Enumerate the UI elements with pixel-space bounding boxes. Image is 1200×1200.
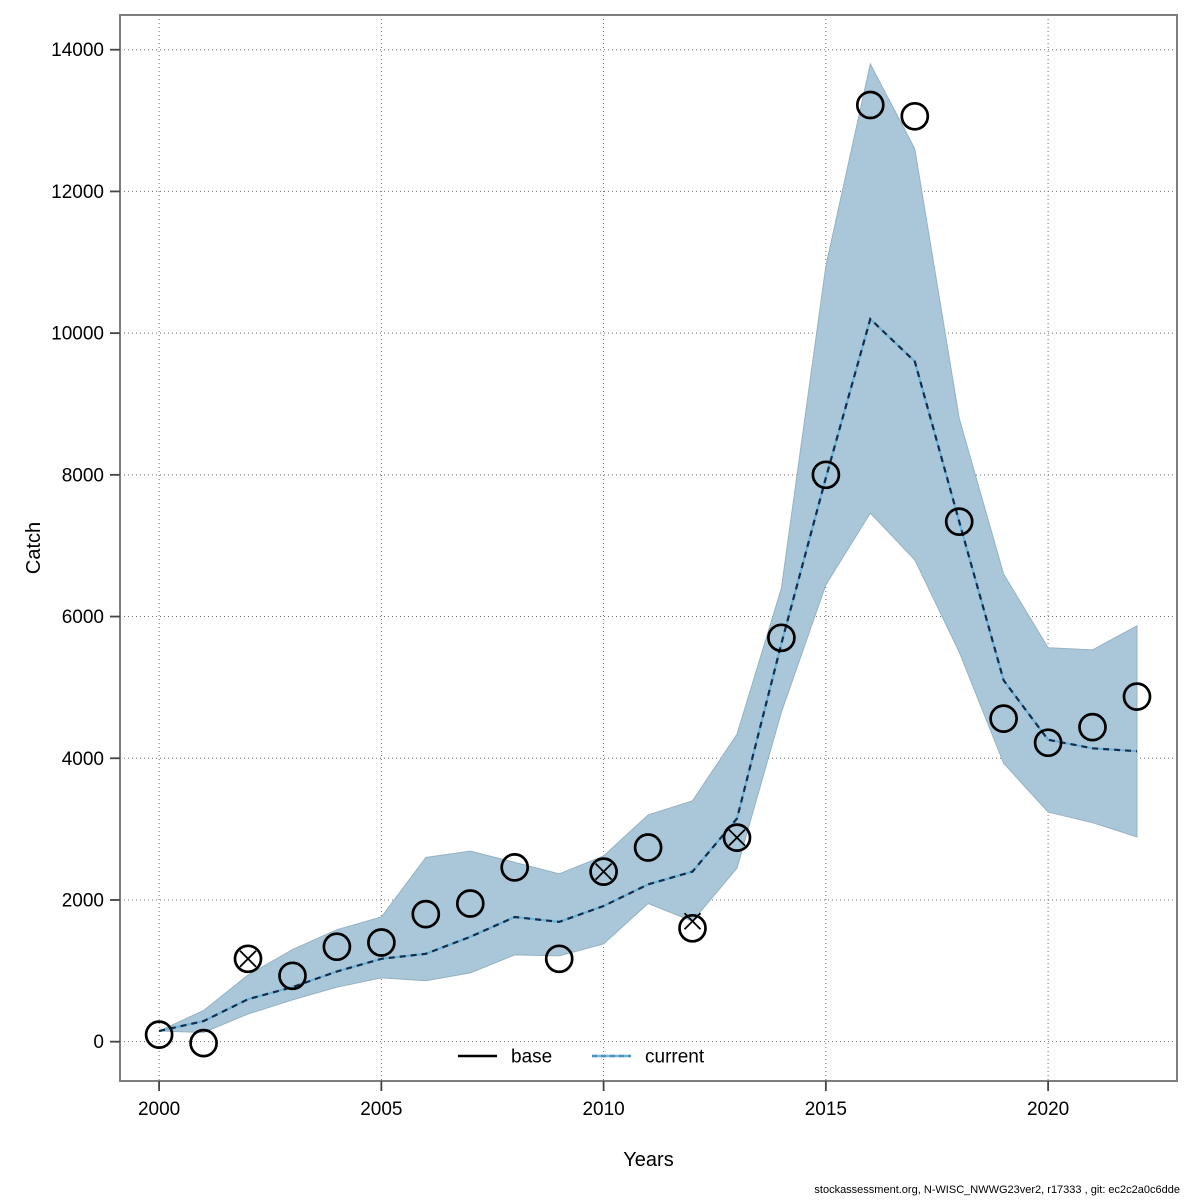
observed-catch-point <box>411 899 441 929</box>
y-tick-label: 8000 <box>62 465 104 486</box>
observed-catch-point <box>633 833 663 862</box>
observed-catch-point <box>722 823 752 852</box>
observed-catch-point <box>322 932 352 962</box>
observed-catch-point <box>767 623 796 653</box>
legend-base-label: base <box>511 1047 552 1068</box>
y-tick-label: 4000 <box>62 749 104 770</box>
x-axis-title: Years <box>623 1149 673 1171</box>
observed-catch-point <box>589 857 618 886</box>
y-axis-title: Catch <box>23 522 45 574</box>
current-line <box>158 316 1138 1033</box>
current-confidence-band <box>158 62 1138 1034</box>
y-tick-label: 6000 <box>62 607 104 628</box>
observed-catch-point <box>233 944 263 974</box>
observed-catch-point <box>189 1028 218 1058</box>
x-tick-label: 2005 <box>360 1099 402 1120</box>
y-tick-label: 2000 <box>62 890 104 911</box>
y-tick-label: 12000 <box>51 182 104 203</box>
plot-frame <box>119 14 1178 1082</box>
x-tick-label: 2020 <box>1027 1099 1069 1120</box>
observed-catch-point <box>900 101 930 131</box>
y-tick-label: 0 <box>93 1032 104 1053</box>
observed-catch-point <box>855 90 885 120</box>
x-tick-label: 2000 <box>138 1099 180 1120</box>
cross-marker <box>683 912 702 930</box>
observed-catch-point <box>1033 728 1063 758</box>
observed-catch-point <box>544 944 574 974</box>
observed-catch-point <box>1122 682 1152 711</box>
observed-catch-point <box>944 507 974 536</box>
x-tick-label: 2015 <box>805 1099 847 1120</box>
observed-catch-point <box>1078 712 1107 742</box>
y-tick-label: 10000 <box>51 324 104 345</box>
cross-marker <box>239 950 257 968</box>
plot-footer-citation: stockassessment.org, N-WISC_NWWG23ver2, … <box>814 1184 1180 1196</box>
observed-catch-point <box>678 913 707 943</box>
observed-catch-point <box>367 928 396 957</box>
observed-catch-point <box>989 704 1018 733</box>
observed-catch-point <box>811 460 841 490</box>
y-tick-label: 14000 <box>51 40 104 61</box>
observed-catch-point <box>278 961 307 991</box>
x-tick-label: 2010 <box>582 1099 624 1120</box>
observed-catch-point <box>500 853 530 882</box>
cross-marker <box>728 828 746 847</box>
legend-current-label: current <box>645 1047 705 1068</box>
observed-catch-point <box>455 889 485 918</box>
cross-marker <box>594 862 613 881</box>
observed-catch-point <box>144 1020 174 1049</box>
